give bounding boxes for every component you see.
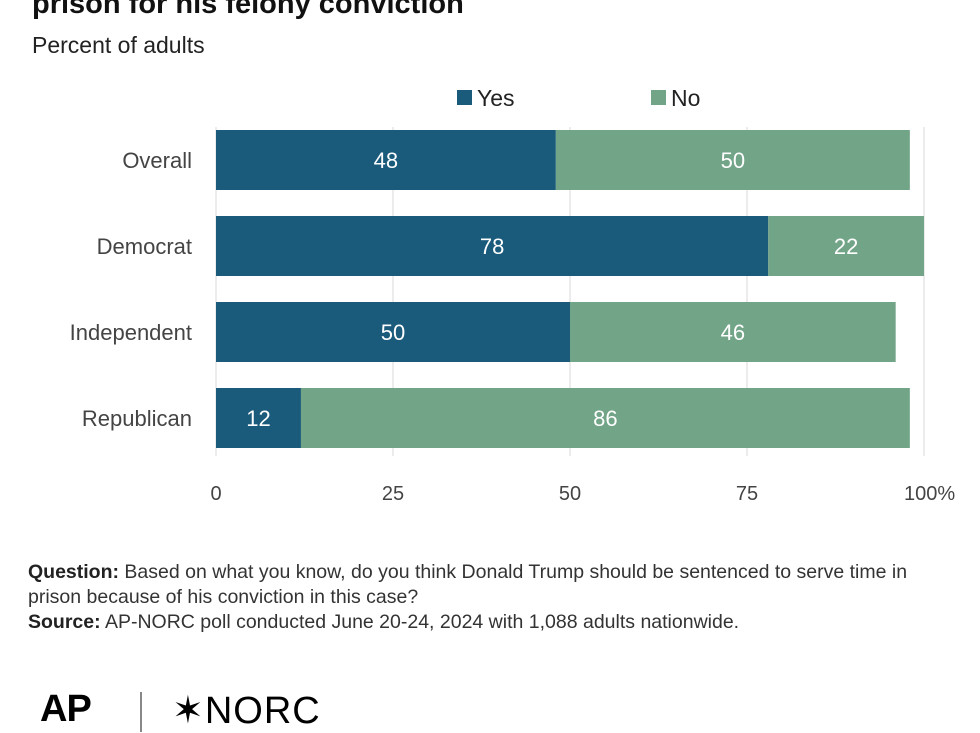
- bar-segment: [768, 216, 924, 276]
- bar-segment: [216, 302, 570, 362]
- data-label: 46: [721, 320, 745, 345]
- question-note: Question: Based on what you know, do you…: [28, 560, 958, 610]
- stacked-bar-chart: 0 25 50 75 100% Yes No Overall 48 50 Democrat 78 22 I…: [70, 85, 956, 505]
- x-tick-label: 100%: [904, 483, 955, 505]
- legend-label: Yes: [477, 85, 515, 111]
- x-tick-label: 75: [736, 483, 758, 505]
- category-label: Overall: [122, 148, 192, 173]
- x-tick-label: 25: [382, 483, 404, 505]
- data-label: 86: [593, 406, 617, 431]
- x-tick-label: 50: [559, 483, 581, 505]
- category-label: Democrat: [97, 234, 192, 259]
- data-label: 48: [374, 148, 398, 173]
- category-label: Republican: [82, 406, 192, 431]
- data-label: 22: [834, 234, 858, 259]
- norc-wordmark: NORC: [204, 690, 321, 732]
- data-label: 50: [381, 320, 405, 345]
- data-label: 78: [480, 234, 504, 259]
- legend-swatch: [457, 90, 472, 105]
- data-label: 12: [246, 406, 270, 431]
- x-tick-label: 0: [210, 483, 221, 505]
- bar-segment: [570, 302, 896, 362]
- chart-notes: Question: Based on what you know, do you…: [28, 560, 958, 635]
- data-label: 50: [721, 148, 745, 173]
- norc-logo: ✶NORC: [172, 688, 321, 733]
- question-text: Based on what you know, do you think Don…: [28, 561, 908, 608]
- source-note: Source: AP-NORC poll conducted June 20-2…: [28, 610, 958, 635]
- bar-segment: [216, 388, 301, 448]
- bar-segment: [216, 216, 769, 276]
- bar-segment: [555, 130, 910, 190]
- logo-divider: [140, 692, 142, 732]
- question-label: Question:: [28, 561, 119, 583]
- source-label: Source:: [28, 611, 101, 633]
- chart-title: prison for his felony conviction: [32, 0, 464, 20]
- ap-logo: AP: [40, 688, 92, 730]
- chart-subtitle: Percent of adults: [32, 32, 205, 58]
- bar-segment: [216, 130, 556, 190]
- legend-label: No: [671, 85, 700, 111]
- norc-star-icon: ✶: [172, 690, 205, 732]
- bar-segment: [300, 388, 910, 448]
- legend-swatch: [651, 90, 666, 105]
- source-text: AP-NORC poll conducted June 20-24, 2024 …: [104, 611, 740, 633]
- category-label: Independent: [70, 320, 192, 345]
